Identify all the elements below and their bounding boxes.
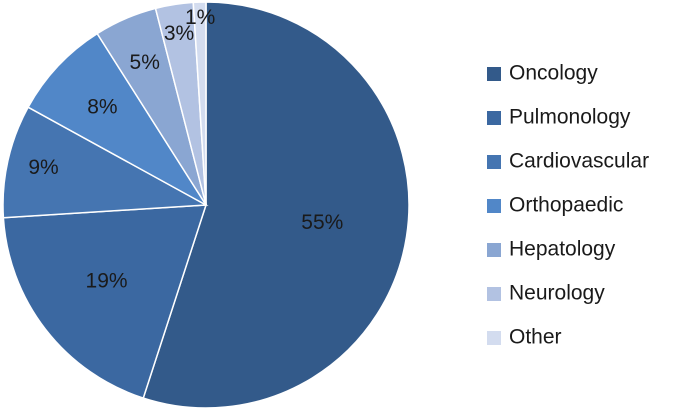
pie-slice-other <box>192 1 207 206</box>
legend-swatch-hepatology <box>487 243 501 257</box>
slice-label-orthopaedic: 8% <box>87 95 117 118</box>
legend-label-neurology: Neurology <box>509 282 605 305</box>
slice-label-neurology: 3% <box>164 22 194 45</box>
legend-swatch-oncology <box>487 67 501 81</box>
slice-label-hepatology: 5% <box>130 51 160 74</box>
legend-swatch-pulmonology <box>487 111 501 125</box>
pie-slice-orthopaedic <box>27 32 207 206</box>
legend-swatch-cardiovascular <box>487 155 501 169</box>
pie-slice-oncology <box>142 1 410 409</box>
legend-swatch-other <box>487 331 501 345</box>
pie-slice-cardiovascular <box>2 106 209 219</box>
slice-label-pulmonology: 19% <box>86 270 128 293</box>
legend-label-other: Other <box>509 326 562 349</box>
slice-label-oncology: 55% <box>301 211 343 234</box>
legend-label-hepatology: Hepatology <box>509 238 616 261</box>
legend-swatch-neurology <box>487 287 501 301</box>
pie-slice-pulmonology <box>2 204 208 400</box>
pie-slices <box>2 1 410 409</box>
pie-slice-labels: 55% 19% 9% 8% 5%3%1% <box>28 6 343 293</box>
slice-label-cardiovascular: 9% <box>28 156 58 179</box>
slice-label-other: 1% <box>185 6 215 29</box>
legend-label-cardiovascular: Cardiovascular <box>509 150 649 173</box>
legend: Oncology Pulmonology Cardiovascular Orthopa… <box>487 62 649 349</box>
legend-label-pulmonology: Pulmonology <box>509 106 631 129</box>
legend-label-orthopaedic: Orthopaedic <box>509 194 623 217</box>
legend-label-oncology: Oncology <box>509 62 598 85</box>
legend-swatch-orthopaedic <box>487 199 501 213</box>
